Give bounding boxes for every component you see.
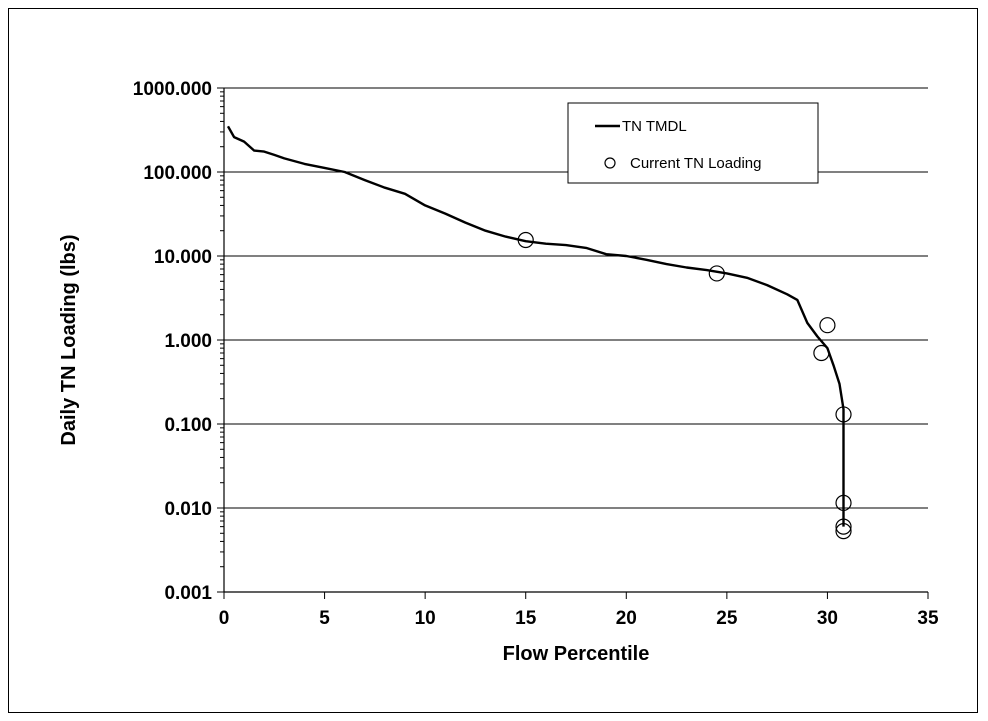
data-point-current-tn-loading <box>517 231 534 249</box>
x-tick-label: 0 <box>219 608 230 629</box>
x-tick-label: 15 <box>515 608 537 629</box>
y-tick-label: 100.000 <box>143 163 212 184</box>
y-tick-label: 10.000 <box>154 247 212 268</box>
y-tick-label: 0.010 <box>164 499 212 520</box>
y-axis-title: Daily TN Loading (lbs) <box>58 234 80 445</box>
legend-circle-marker <box>604 157 616 169</box>
x-tick-label: 20 <box>616 608 637 629</box>
y-tick-label: 0.100 <box>164 415 212 436</box>
data-point-current-tn-loading <box>835 494 852 512</box>
legend-label-tn-tmdl: TN TMDL <box>622 118 687 135</box>
x-tick-label: 30 <box>817 608 838 629</box>
data-point-current-tn-loading <box>819 317 836 334</box>
data-point-current-tn-loading <box>835 406 852 423</box>
axes <box>217 87 929 599</box>
data-point-current-tn-loading <box>835 518 852 535</box>
x-tick-label: 5 <box>319 608 330 629</box>
x-axis-title: Flow Percentile <box>503 643 650 665</box>
x-tick-label: 35 <box>917 608 939 629</box>
series-line-tn-tmdl <box>226 125 845 527</box>
x-tick-label: 25 <box>716 608 738 629</box>
y-tick-label: 1.000 <box>164 331 212 352</box>
x-tick-label: 10 <box>415 608 436 629</box>
scatter-points <box>517 231 852 540</box>
data-point-current-tn-loading <box>708 265 725 282</box>
legend-box <box>567 102 819 184</box>
legend: TN TMDL Current TN Loading <box>567 102 819 184</box>
series-layer <box>226 125 845 527</box>
legend-label-current-tn-loading: Current TN Loading <box>630 155 761 172</box>
y-tick-labels: 1000.000 100.000 10.000 1.000 0.100 0.010 0.00… <box>133 79 213 604</box>
x-tick-labels: 0 5 10 15 20 25 30 35 <box>219 608 939 629</box>
y-tick-label: 0.001 <box>164 583 212 604</box>
data-point-current-tn-loading <box>813 344 830 362</box>
data-point-current-tn-loading <box>835 523 852 540</box>
y-tick-label: 1000.000 <box>133 79 212 100</box>
